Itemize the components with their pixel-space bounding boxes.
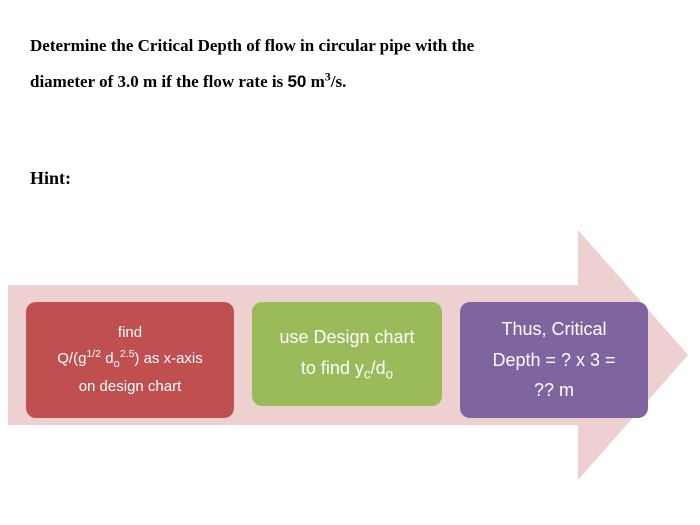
step-box-3: Thus, Critical Depth = ? x 3 = ?? m bbox=[460, 302, 648, 418]
problem-line2b: m bbox=[306, 72, 324, 91]
step1-line1: find bbox=[118, 320, 142, 346]
step1-line3: on design chart bbox=[79, 374, 182, 400]
problem-line2a: diameter of 3.0 m if the flow rate is bbox=[30, 72, 287, 91]
step2-line1: use Design chart bbox=[279, 322, 414, 353]
flow-rate-value: 50 bbox=[287, 72, 306, 91]
steps-row: find Q/(g1/2 do2.5) as x-axis on design … bbox=[26, 302, 648, 418]
step3-line2: Depth = ? x 3 = bbox=[492, 345, 615, 376]
hint-label: Hint: bbox=[30, 168, 71, 189]
step-box-2: use Design chart to find yc/do bbox=[252, 302, 442, 406]
step3-line3: ?? m bbox=[534, 375, 574, 406]
problem-line1: Determine the Critical Depth of flow in … bbox=[30, 36, 474, 55]
problem-statement: Determine the Critical Depth of flow in … bbox=[30, 28, 670, 99]
step3-line1: Thus, Critical bbox=[501, 314, 606, 345]
step1-line2: Q/(g1/2 do2.5) as x-axis bbox=[57, 346, 203, 374]
problem-line2c: /s. bbox=[331, 72, 347, 91]
step-box-1: find Q/(g1/2 do2.5) as x-axis on design … bbox=[26, 302, 234, 418]
step2-line2: to find yc/do bbox=[301, 353, 393, 387]
